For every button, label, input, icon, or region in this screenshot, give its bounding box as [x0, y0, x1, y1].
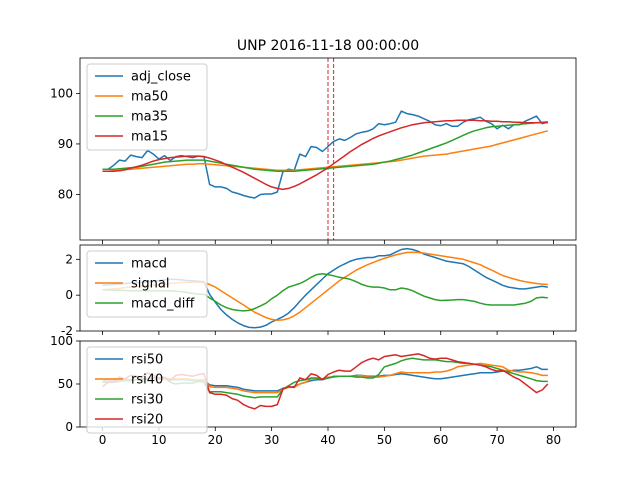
legend-label: ma50 [131, 90, 168, 105]
x-tick-label: 60 [433, 433, 448, 447]
x-tick-label: 40 [320, 433, 335, 447]
series-group [102, 110, 548, 199]
x-tick-label: 50 [377, 433, 392, 447]
legend-label: rsi50 [131, 353, 163, 368]
rsi-panel: 0 50 100 0 10 20 30 40 50 60 70 80 rsi50 rsi40 rsi30 rs… [50, 334, 577, 447]
x-tick-label: 80 [546, 433, 561, 447]
y-tick-label: 90 [58, 137, 73, 151]
y-tick-label: 2 [65, 252, 73, 266]
legend-box [86, 346, 208, 434]
legend-label: rsi20 [131, 413, 163, 428]
legend-label: macd_diff [131, 297, 195, 312]
chart-title: UNP 2016-11-18 00:00:00 [237, 38, 419, 54]
x-tick-label: 20 [208, 433, 223, 447]
legend-label: adj_close [131, 70, 191, 85]
legend-box [86, 63, 208, 151]
series-line-ma50 [102, 130, 548, 172]
x-tick-label: 0 [99, 433, 107, 447]
legend-label: ma15 [131, 130, 168, 145]
y-tick-label: 0 [65, 420, 73, 434]
x-tick-label: 30 [264, 433, 279, 447]
y-tick-label: 100 [50, 334, 73, 348]
macd-panel: -2 0 2 macd signal macd_diff [61, 244, 577, 338]
y-tick-label: 100 [50, 86, 73, 100]
legend-label: ma35 [131, 110, 168, 125]
legend-label: rsi40 [131, 373, 163, 388]
axes-frame [79, 244, 577, 332]
axes-frame [79, 57, 577, 241]
price-panel: 80 90 100 adj_close ma50 ma35 ma15 [50, 57, 577, 244]
y-tick-label: -2 [61, 324, 73, 338]
x-tick-label: 10 [151, 433, 166, 447]
legend-box [86, 250, 208, 318]
legend-label: signal [131, 277, 169, 292]
y-tick-label: 80 [58, 188, 73, 202]
series-line-ma35 [102, 120, 548, 172]
x-tick-label: 70 [489, 433, 504, 447]
y-tick-label: 0 [65, 288, 73, 302]
legend-label: rsi30 [131, 393, 163, 408]
legend-label: macd [131, 257, 167, 272]
series-line-ma15 [102, 119, 548, 191]
y-tick-label: 50 [58, 377, 73, 391]
axes-frame [79, 340, 577, 428]
